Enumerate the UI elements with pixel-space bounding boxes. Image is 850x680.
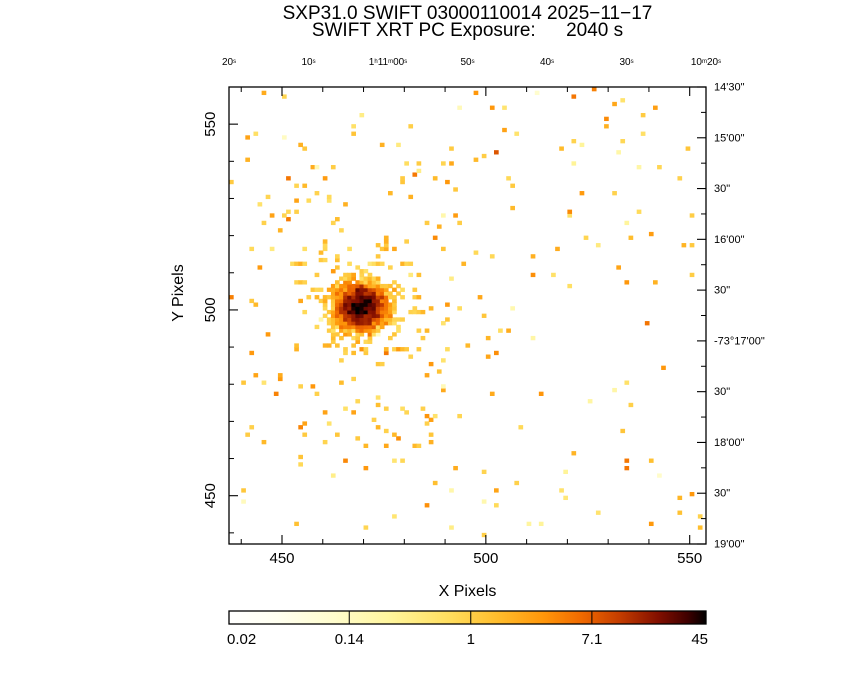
svg-text:7.1: 7.1 xyxy=(581,631,602,648)
svg-text:30": 30" xyxy=(714,183,730,195)
svg-text:450: 450 xyxy=(269,550,294,567)
svg-text:16'00": 16'00" xyxy=(714,234,745,246)
svg-text:0.14: 0.14 xyxy=(335,631,364,648)
svg-text:10m20s: 10m20s xyxy=(691,57,721,68)
svg-text:1h11m00s: 1h11m00s xyxy=(369,57,407,68)
svg-text:30": 30" xyxy=(714,488,730,500)
svg-text:30s: 30s xyxy=(619,57,633,68)
svg-text:50s: 50s xyxy=(460,57,474,68)
svg-text:10s: 10s xyxy=(301,57,315,68)
svg-text:14'30": 14'30" xyxy=(714,82,745,94)
svg-text:550: 550 xyxy=(202,112,219,137)
svg-text:15'00": 15'00" xyxy=(714,132,745,144)
svg-text:1: 1 xyxy=(467,631,475,648)
svg-text:450: 450 xyxy=(202,483,219,508)
svg-text:550: 550 xyxy=(677,550,702,567)
svg-text:19'00": 19'00" xyxy=(714,539,745,551)
svg-text:500: 500 xyxy=(473,550,498,567)
svg-text:Y Pixels: Y Pixels xyxy=(170,264,187,322)
svg-text:20s: 20s xyxy=(222,57,236,68)
svg-text:500: 500 xyxy=(202,297,219,322)
svg-text:18'00": 18'00" xyxy=(714,437,745,449)
svg-text:30": 30" xyxy=(714,285,730,297)
svg-text:X Pixels: X Pixels xyxy=(439,583,497,600)
svg-text:-73°17'00": -73°17'00" xyxy=(714,335,765,347)
svg-text:45: 45 xyxy=(691,631,708,648)
svg-text:40s: 40s xyxy=(540,57,554,68)
svg-text:0.02: 0.02 xyxy=(227,631,256,648)
svg-text:30": 30" xyxy=(714,386,730,398)
